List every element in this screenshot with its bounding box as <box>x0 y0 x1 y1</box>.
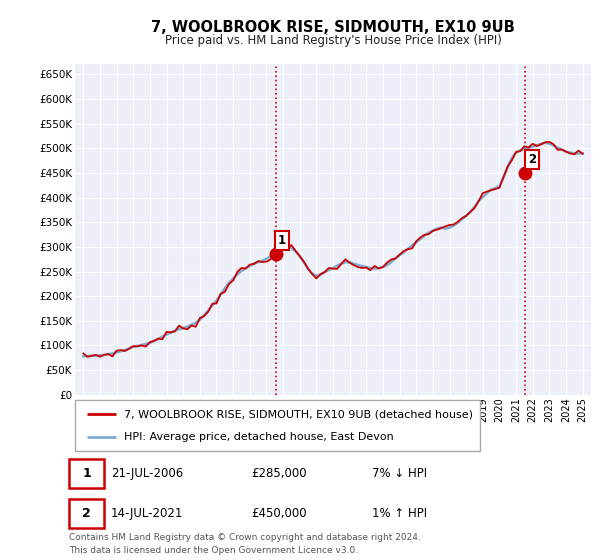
Text: 21-JUL-2006: 21-JUL-2006 <box>111 466 183 480</box>
Text: 1% ↑ HPI: 1% ↑ HPI <box>372 507 427 520</box>
Text: 14-JUL-2021: 14-JUL-2021 <box>111 507 183 520</box>
Text: 2: 2 <box>528 152 536 166</box>
FancyBboxPatch shape <box>75 400 480 451</box>
Text: 1: 1 <box>278 234 286 247</box>
Text: 1: 1 <box>82 466 91 480</box>
Text: 7, WOOLBROOK RISE, SIDMOUTH, EX10 9UB (detached house): 7, WOOLBROOK RISE, SIDMOUTH, EX10 9UB (d… <box>124 409 473 419</box>
Text: £450,000: £450,000 <box>252 507 307 520</box>
Text: 2: 2 <box>82 507 91 520</box>
Text: 7% ↓ HPI: 7% ↓ HPI <box>372 466 427 480</box>
FancyBboxPatch shape <box>69 459 104 488</box>
Text: HPI: Average price, detached house, East Devon: HPI: Average price, detached house, East… <box>124 432 394 442</box>
Text: This data is licensed under the Open Government Licence v3.0.: This data is licensed under the Open Gov… <box>69 546 358 555</box>
Text: 7, WOOLBROOK RISE, SIDMOUTH, EX10 9UB: 7, WOOLBROOK RISE, SIDMOUTH, EX10 9UB <box>151 20 515 35</box>
Text: Contains HM Land Registry data © Crown copyright and database right 2024.: Contains HM Land Registry data © Crown c… <box>69 533 421 542</box>
FancyBboxPatch shape <box>69 498 104 528</box>
Text: Price paid vs. HM Land Registry's House Price Index (HPI): Price paid vs. HM Land Registry's House … <box>164 34 502 46</box>
Text: £285,000: £285,000 <box>252 466 307 480</box>
